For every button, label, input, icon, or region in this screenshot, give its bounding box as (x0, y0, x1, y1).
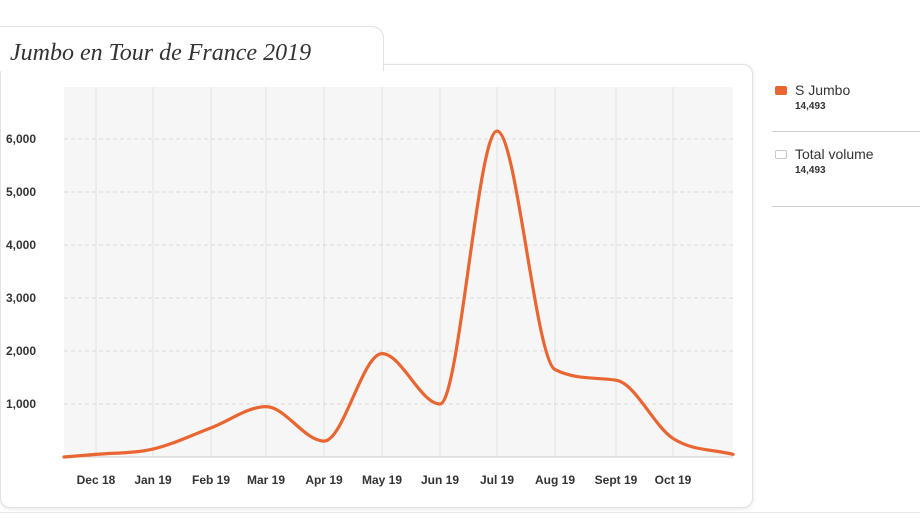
data-point (438, 402, 442, 406)
x-tick-label: Oct 19 (655, 473, 692, 487)
chart-title: Jumbo en Tour de France 2019 (10, 40, 312, 66)
data-point (264, 405, 268, 409)
legend-label-total-volume: Total volume (795, 146, 874, 162)
data-point (62, 455, 66, 459)
legend-swatch-total-volume (775, 150, 787, 159)
x-tick-label: Jun 19 (421, 473, 459, 487)
y-tick-label: 3,000 (6, 291, 36, 305)
data-point (495, 129, 499, 133)
x-tick-label: Apr 19 (305, 473, 343, 487)
data-point (671, 436, 675, 440)
data-point (94, 452, 98, 456)
x-tick-label: Aug 19 (535, 473, 575, 487)
data-point (209, 426, 213, 430)
x-tick-label: Sept 19 (595, 473, 638, 487)
y-tick-label: 6,000 (6, 132, 36, 146)
y-tick-label: 4,000 (6, 238, 36, 252)
legend-swatch-s-jumbo (775, 86, 787, 95)
y-tick-label: 1,000 (6, 397, 36, 411)
data-point (553, 368, 557, 372)
y-tick-label: 5,000 (6, 185, 36, 199)
data-point (614, 378, 618, 382)
x-tick-label: Jan 19 (134, 473, 172, 487)
legend-item-total-volume[interactable]: Total volume 14,493 (772, 146, 920, 207)
line-chart: 1,000 2,000 3,000 4,000 5,000 6,000 Dec 18 Jan … (6, 87, 735, 487)
x-tick-label: May 19 (362, 473, 402, 487)
series-line-s-jumbo (62, 129, 735, 459)
legend-value-s-jumbo: 14,493 (795, 101, 826, 112)
bottom-divider (0, 512, 920, 513)
data-point (731, 452, 735, 456)
legend-label-s-jumbo: S Jumbo (795, 82, 851, 98)
legend-value-total-volume: 14,493 (795, 165, 826, 176)
plot-area (64, 87, 733, 457)
data-point (151, 447, 155, 451)
x-tick-label: Feb 19 (192, 473, 230, 487)
legend-item-s-jumbo[interactable]: S Jumbo 14,493 (772, 82, 920, 132)
x-tick-label: Mar 19 (247, 473, 285, 487)
data-point (322, 439, 326, 443)
legend: S Jumbo 14,493 Total volume 14,493 (772, 82, 920, 207)
y-tick-label: 2,000 (6, 344, 36, 358)
x-tick-label: Jul 19 (480, 473, 514, 487)
title-tab (0, 26, 384, 71)
data-point (380, 352, 384, 356)
x-tick-label: Dec 18 (77, 473, 116, 487)
